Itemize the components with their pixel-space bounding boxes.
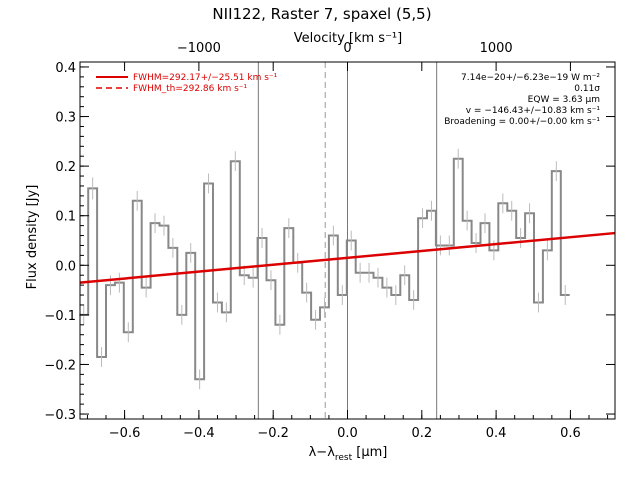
legend-label: FWHM_th=292.86 km s⁻¹ — [133, 84, 248, 94]
y-tick-label: −0.2 — [44, 358, 76, 373]
y-tick-label: 0.4 — [55, 61, 76, 76]
y-tick-label: −0.3 — [44, 408, 76, 423]
histogram-series — [79, 157, 570, 381]
legend-label: FWHM=292.17+/−25.51 km s⁻¹ — [133, 73, 278, 83]
plot-area: −0.6 −0.4 −0.2 0.0 0.2 0.4 0.6 −1000 0 1000 −0.3 −0… — [44, 41, 616, 441]
fit-line — [79, 231, 616, 284]
chart-title: NII122, Raster 7, spaxel (5,5) — [212, 5, 431, 23]
annotation-text: Broadening = 0.00+/−0.00 km s⁻¹ — [444, 117, 600, 127]
y-axis-label: Flux density [Jy] — [25, 185, 40, 290]
x-axis-label: λ−λrest [μm] — [309, 445, 388, 463]
annotation-text: 7.14e−20+/−6.23e−19 W m⁻² — [461, 73, 600, 83]
y-tick-label: −0.1 — [44, 309, 76, 324]
annotation-text: EQW = 3.63 μm — [528, 95, 600, 105]
x-tick-label: 0.6 — [560, 426, 581, 441]
y-tick-label: 0.0 — [55, 259, 76, 274]
annotation-text: 0.11σ — [574, 84, 600, 94]
x-tick-label: 0.4 — [486, 426, 507, 441]
top-tick-label: 0 — [343, 41, 351, 56]
x-tick-label: −0.4 — [183, 426, 215, 441]
x-axis-label-unit: [μm] — [352, 445, 387, 460]
x-axis-label-main: λ−λ — [309, 445, 336, 460]
x-axis-label-sub: rest — [335, 453, 353, 463]
y-tick-label: 0.2 — [55, 160, 76, 175]
top-axis-label: Velocity [km s⁻¹] — [294, 31, 402, 46]
y-tick-label: 0.1 — [55, 210, 76, 225]
x-tick-label: −0.6 — [109, 426, 141, 441]
x-tick-label: 0.0 — [337, 426, 358, 441]
top-tick-label: 1000 — [480, 41, 513, 56]
legend: FWHM=292.17+/−25.51 km s⁻¹FWHM_th=292.86… — [96, 73, 278, 94]
x-tick-label: 0.2 — [411, 426, 432, 441]
y-tick-label: 0.3 — [55, 111, 76, 126]
x-tick-label: −0.2 — [257, 426, 289, 441]
annotation-text: v = −146.43+/−10.83 km s⁻¹ — [466, 106, 601, 116]
top-tick-label: −1000 — [177, 41, 221, 56]
